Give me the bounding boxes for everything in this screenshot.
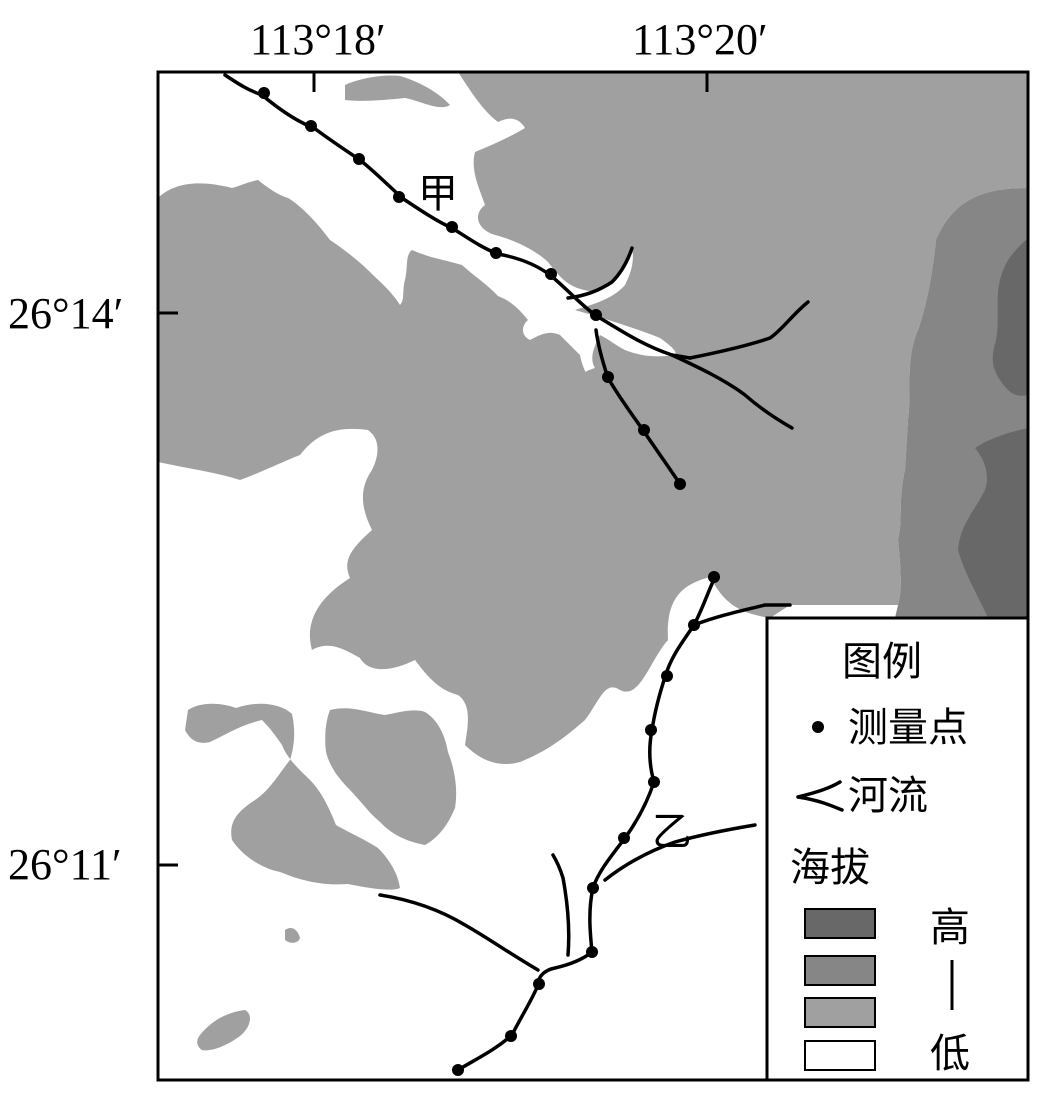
place-label-jia: 甲 [418, 171, 458, 217]
legend-swatch-mid [804, 997, 876, 1028]
measurement-point [258, 87, 270, 99]
place-label-yi: 乙 [652, 809, 692, 855]
legend-point-label: 测量点 [848, 705, 968, 751]
map-frame [156, 70, 1030, 1082]
elevation-zone-mid [285, 927, 300, 943]
river-yi-tributary-west [378, 893, 540, 972]
river-jia-tributary-south [594, 328, 682, 486]
elevation-zone-mid [185, 703, 400, 890]
legend-swatch-highest [804, 908, 876, 939]
measurement-point [505, 1030, 517, 1042]
river-yi-tributary-ne [692, 603, 792, 627]
measurement-point [586, 946, 598, 958]
measurement-point [452, 1064, 464, 1076]
measurement-point [638, 424, 650, 436]
measurement-point [648, 776, 660, 788]
legend-title: 图例 [842, 639, 922, 685]
elevation-zone-mid [325, 708, 457, 845]
measurement-point [661, 670, 673, 682]
longitude-label: 113°20′ [632, 15, 768, 64]
legend-low-label: 低 [930, 1031, 970, 1077]
elevation-zone-mid [347, 284, 382, 328]
measurement-point [590, 309, 602, 321]
legend-elevation-title: 海拔 [790, 845, 870, 891]
measurement-point [602, 371, 614, 383]
measurement-point [533, 978, 545, 990]
legend-river-label: 河流 [848, 773, 928, 819]
legend-river-symbol [796, 780, 844, 812]
legend-point-symbol [812, 721, 824, 733]
latitude-label: 26°11′ [8, 840, 122, 889]
measurement-point [688, 619, 700, 631]
measurement-point [353, 153, 365, 165]
measurement-point [446, 221, 458, 233]
river-yi-tributary-east [603, 823, 757, 882]
legend-swatch-high [804, 955, 876, 986]
measurement-point [587, 882, 599, 894]
river-jia-tributary-southeast [670, 353, 794, 430]
measurement-point [545, 268, 557, 280]
river-yi-tributary-north [551, 853, 571, 957]
river-jia [223, 73, 692, 360]
measurement-point [393, 191, 405, 203]
elevation-zone-mid [345, 75, 450, 108]
legend-swatch-low [804, 1040, 876, 1071]
river-jia-tributary-north [566, 246, 634, 300]
elevation-zone-highest [958, 428, 1028, 618]
measurement-point [708, 571, 720, 583]
river-jia-tributary-east [688, 300, 810, 360]
elevation-zone-highest [992, 238, 1028, 396]
measurement-point [490, 247, 502, 259]
measurement-point [645, 724, 657, 736]
measurement-point [674, 478, 686, 490]
latitude-label: 26°14′ [8, 289, 124, 338]
longitude-label: 113°18′ [250, 15, 386, 64]
measurement-point [618, 832, 630, 844]
measurement-points [258, 87, 720, 1076]
legend-high-label: 高 [930, 905, 970, 951]
elevation-zone-mid [197, 1010, 251, 1051]
elevation-zone-mid [158, 72, 1028, 765]
measurement-point [305, 120, 317, 132]
